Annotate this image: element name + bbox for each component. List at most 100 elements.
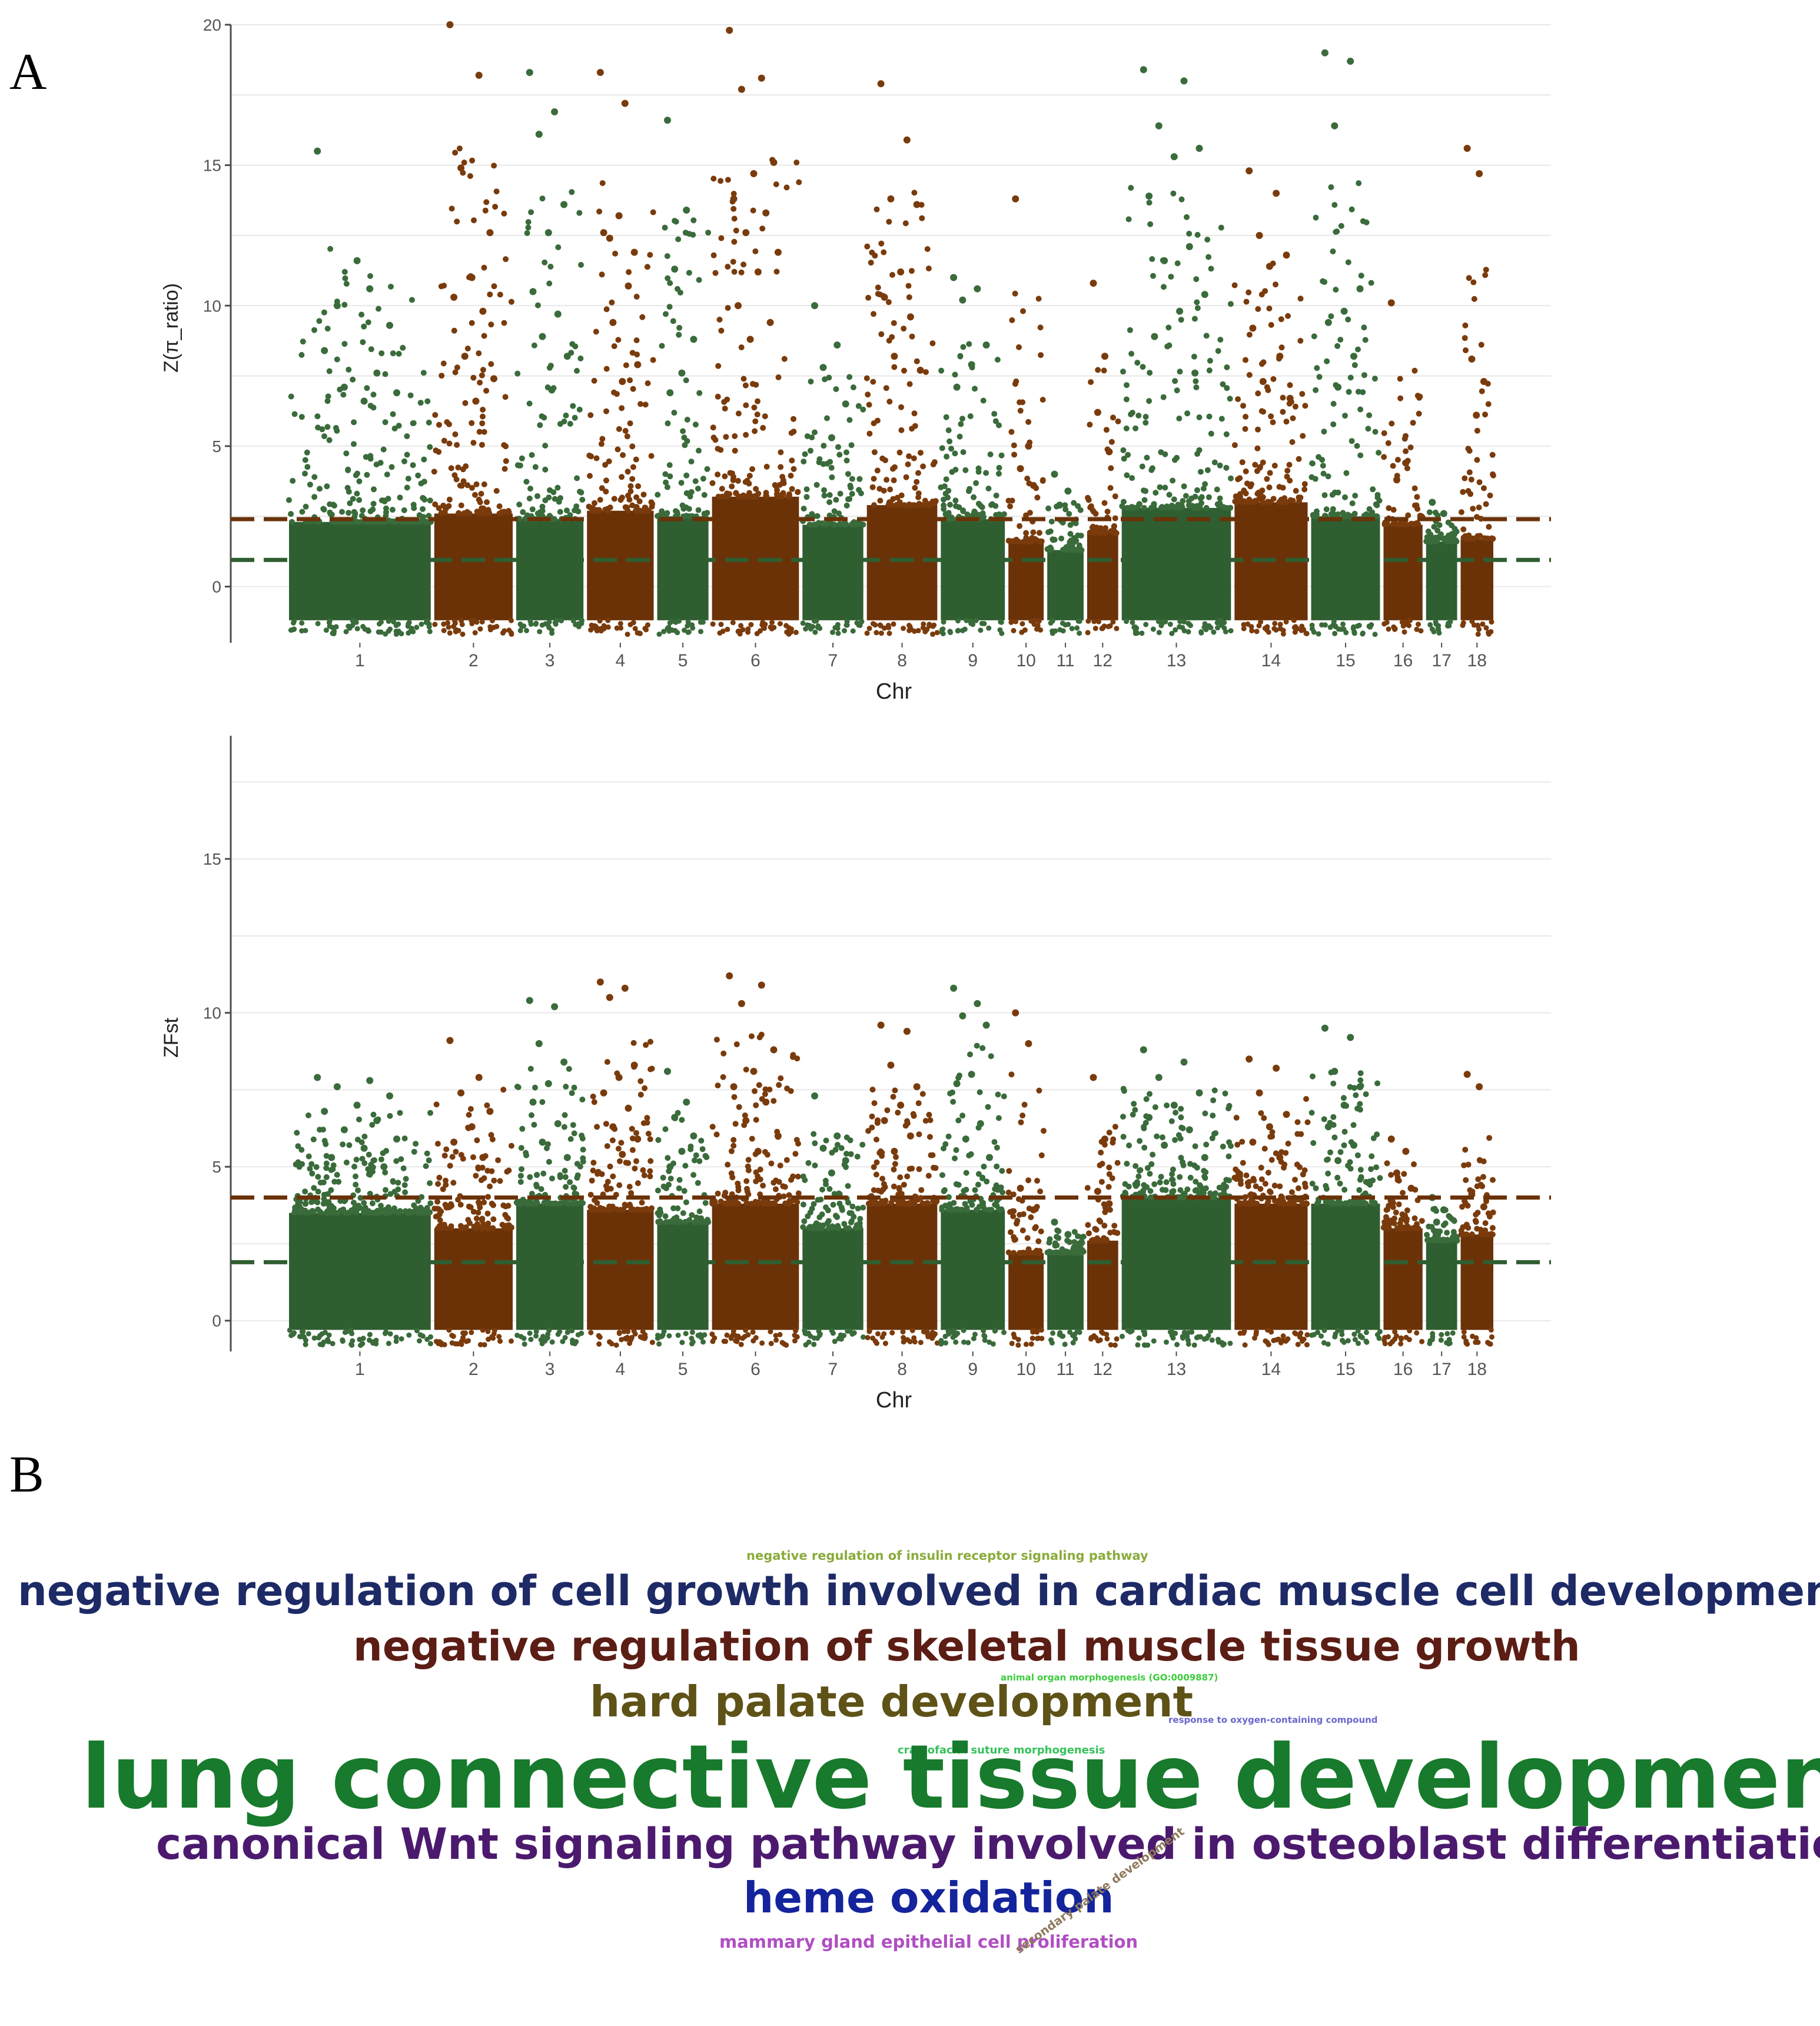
point <box>633 494 640 500</box>
point <box>496 503 503 510</box>
point <box>1012 290 1018 297</box>
point <box>1349 206 1355 212</box>
point <box>637 1091 644 1098</box>
point <box>756 1082 762 1088</box>
point <box>599 485 605 491</box>
point <box>972 386 978 392</box>
point <box>1346 388 1352 395</box>
point <box>534 1200 540 1206</box>
point <box>952 1155 958 1161</box>
point <box>1217 617 1223 623</box>
point <box>1248 624 1254 630</box>
point <box>675 1205 681 1211</box>
point <box>1341 1142 1347 1148</box>
point <box>880 1186 886 1193</box>
point <box>350 496 356 502</box>
point <box>354 519 360 525</box>
peak-point <box>314 147 321 155</box>
point <box>1143 1096 1150 1102</box>
point <box>580 1147 586 1153</box>
point <box>1390 1204 1396 1210</box>
peak-point <box>881 1117 888 1124</box>
point <box>1366 412 1373 419</box>
point <box>861 1334 866 1340</box>
point <box>1157 1179 1163 1185</box>
peak-point <box>1151 333 1158 340</box>
point <box>833 1213 839 1219</box>
point <box>494 623 500 629</box>
point <box>1168 274 1174 280</box>
point <box>1459 1204 1465 1210</box>
point <box>367 1331 373 1337</box>
point <box>801 1218 808 1224</box>
point <box>1398 1335 1404 1341</box>
point <box>639 314 646 320</box>
point <box>1142 1329 1147 1335</box>
point <box>466 1112 472 1118</box>
point <box>580 1200 586 1206</box>
point <box>1460 526 1467 533</box>
point <box>1450 1234 1456 1240</box>
point <box>730 191 737 197</box>
point <box>835 622 841 627</box>
peak-point <box>1161 257 1168 264</box>
point <box>1356 1187 1363 1193</box>
point <box>1075 1250 1081 1256</box>
point <box>730 1142 737 1149</box>
point <box>1071 500 1077 506</box>
point <box>1403 448 1409 454</box>
point <box>464 346 471 352</box>
point <box>1367 624 1373 630</box>
peak-point <box>766 318 774 326</box>
point <box>1340 621 1346 627</box>
word-hard-palate: hard palate development <box>590 1677 1194 1726</box>
point <box>497 291 503 298</box>
point <box>449 1154 456 1160</box>
point <box>417 400 424 406</box>
point <box>750 1329 756 1335</box>
point <box>516 501 523 508</box>
point <box>842 628 847 633</box>
peak-point <box>1463 1071 1471 1078</box>
point <box>485 1328 491 1334</box>
point <box>1470 279 1477 285</box>
point <box>874 1159 880 1165</box>
point <box>532 464 539 470</box>
point <box>874 1120 881 1126</box>
point <box>563 1084 569 1090</box>
point <box>537 629 543 635</box>
point <box>290 627 296 633</box>
point <box>1223 1184 1230 1190</box>
point <box>592 500 597 506</box>
point <box>517 1179 524 1185</box>
point <box>857 1215 863 1222</box>
point <box>1351 630 1357 636</box>
point <box>1381 430 1387 436</box>
peak-point <box>353 1101 361 1109</box>
point <box>955 627 961 633</box>
point <box>1310 1140 1317 1146</box>
point <box>647 1158 654 1164</box>
point <box>891 1166 897 1173</box>
point <box>1173 1110 1179 1116</box>
point <box>1291 1199 1297 1205</box>
point <box>310 1136 317 1142</box>
point <box>1363 1201 1369 1207</box>
point <box>1273 281 1278 288</box>
x-tick-label: 11 <box>1056 651 1074 670</box>
point <box>1067 1329 1073 1335</box>
point <box>627 488 634 494</box>
point <box>314 413 321 420</box>
point <box>803 1342 809 1348</box>
point <box>1416 622 1421 627</box>
point <box>1120 1114 1126 1120</box>
point <box>509 630 514 636</box>
point <box>655 1187 661 1194</box>
point <box>1432 1234 1439 1241</box>
point <box>1393 522 1400 527</box>
point <box>1309 1180 1316 1187</box>
point <box>1438 1337 1444 1343</box>
point <box>458 1152 464 1158</box>
x-tick-label: 11 <box>1056 1360 1074 1379</box>
